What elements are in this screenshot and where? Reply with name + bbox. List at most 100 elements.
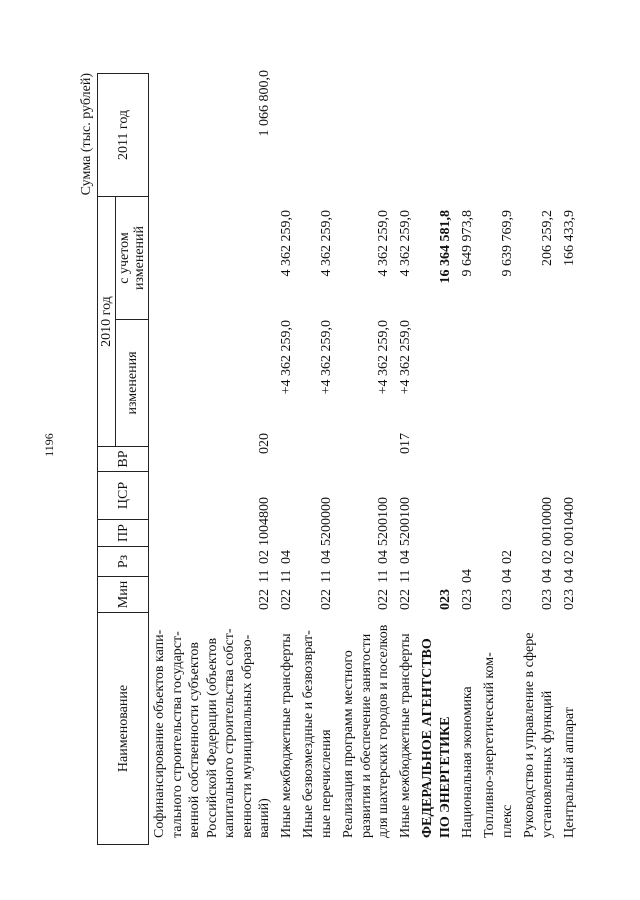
code-vr: 020	[257, 433, 272, 454]
amount-changes: +4 362 259,0	[398, 320, 414, 395]
header-changes: изменения	[115, 319, 149, 447]
amount-changes: +4 362 259,0	[318, 320, 334, 395]
code-min: 022	[376, 589, 392, 610]
code-csr: 0010000	[539, 497, 555, 546]
code-csr: 0010400	[561, 497, 577, 546]
amount-with-changes: 206 259,2	[539, 210, 555, 266]
row-name-line: для шахтерских городов и поселков	[376, 624, 392, 838]
table-row: Иные безвозмездные и безвозврат-ные пере…	[300, 0, 335, 900]
code-min: 022	[257, 589, 272, 610]
row-name-line: установленных функций	[539, 690, 555, 838]
row-name-line: развития и обеспечение занятости	[358, 633, 374, 838]
code-rz: 04	[499, 569, 515, 583]
code-min: 022	[318, 589, 334, 610]
amount-changes: +4 362 259,0	[279, 320, 295, 395]
header-vr: ВР	[97, 446, 149, 472]
row-name-line: Реализация программ местного	[341, 650, 357, 838]
code-min: 023	[460, 589, 476, 610]
row-name: Иные межбюджетные трансферты	[278, 598, 296, 838]
header-min: Мин	[97, 576, 149, 613]
code-pr: 04	[376, 550, 392, 564]
row-name-line: венной собственности субъектов	[187, 641, 202, 838]
header-pr: ПР	[97, 519, 149, 547]
amount-with-changes: 4 362 259,0	[376, 210, 392, 277]
code-pr: 04	[398, 550, 414, 564]
header-csr: ЦСР	[97, 471, 149, 520]
row-name-line: венности муниципальных образо-	[239, 634, 255, 838]
code-pr: 02	[257, 550, 272, 564]
code-min: 022	[279, 589, 295, 610]
row-name-line: Иные межбюджетные трансферты	[398, 633, 414, 838]
row-name: Реализация программ местного развития и о…	[340, 598, 393, 838]
row-name-line: Топливно-энергетический ком-	[482, 652, 498, 838]
row-name-line: ФЕДЕРАЛЬНОЕ АГЕНТСТВО	[420, 638, 436, 838]
code-rz: 04	[460, 569, 476, 583]
code-rz: 11	[318, 569, 334, 583]
amount-2011: 1 066 800,0	[257, 70, 272, 137]
row-name-line: тального строительства государст-	[169, 631, 185, 838]
code-pr: 04	[318, 550, 334, 564]
row-name: Национальная экономика	[459, 598, 477, 838]
code-pr: 02	[499, 550, 515, 564]
page-number: 1196	[42, 433, 56, 457]
header-name: Наименование	[97, 612, 149, 845]
table-row: Руководство и управление в сфере установл…	[521, 0, 556, 900]
amount-with-changes: 4 362 259,0	[318, 210, 334, 277]
table-row: Софинансирование объектов капи-тального …	[151, 0, 274, 900]
header-rz: Рз	[97, 546, 149, 577]
row-name-line: капитального строительства собст-	[222, 628, 237, 839]
code-min: 023	[437, 589, 453, 610]
row-name-line: ные перечисления	[318, 729, 334, 838]
code-rz: 04	[561, 569, 577, 583]
table-row: Центральный аппарат 023 04 02 0010400 166 433…	[561, 0, 579, 900]
header-with-changes: с учетом изменений	[115, 196, 149, 320]
units-caption: Сумма (тыс. рублей)	[79, 73, 94, 196]
row-name: Топливно-энергетический ком-плекс	[481, 598, 516, 838]
row-name-line: Центральный аппарат	[561, 707, 577, 838]
code-rz: 04	[539, 569, 555, 583]
row-name-line: Руководство и управление в сфере	[522, 632, 537, 838]
table-body: Софинансирование объектов капи-тального …	[151, 0, 583, 900]
row-name-line: ПО ЭНЕРГЕТИКЕ	[437, 716, 453, 838]
row-name: Иные безвозмездные и безвозврат-ные пере…	[300, 598, 335, 838]
code-rz: 11	[398, 569, 414, 583]
code-pr: 02	[561, 550, 577, 564]
row-name-line: плекс	[499, 804, 515, 838]
table-row: ФЕДЕРАЛЬНОЕ АГЕНТСТВО ПО ЭНЕРГЕТИКЕ 023 16 …	[419, 0, 454, 900]
code-csr: 5200100	[376, 497, 392, 546]
row-name-line: ваний)	[257, 798, 272, 838]
table-row: Реализация программ местного развития и о…	[340, 0, 393, 900]
amount-with-changes: 4 362 259,0	[279, 210, 295, 277]
code-rz: 11	[376, 569, 392, 583]
code-rz: 11	[279, 569, 295, 583]
code-min: 023	[561, 589, 577, 610]
code-pr: 04	[279, 550, 295, 564]
row-name-line: Иные безвозмездные и безвозврат-	[301, 630, 317, 838]
code-pr: 02	[539, 550, 555, 564]
code-rz: 11	[257, 569, 272, 583]
table-row: Топливно-энергетический ком-плекс 023 04 02…	[481, 0, 516, 900]
code-min: 022	[398, 589, 414, 610]
row-name: Софинансирование объектов капи-тального …	[151, 598, 274, 839]
row-name: ФЕДЕРАЛЬНОЕ АГЕНТСТВО ПО ЭНЕРГЕТИКЕ	[419, 598, 454, 838]
row-name: Центральный аппарат	[561, 598, 579, 838]
row-name-line: Софинансирование объектов капи-	[152, 629, 167, 838]
row-name-line: Национальная экономика	[460, 686, 476, 838]
amount-with-changes: 16 364 581,8	[437, 210, 453, 284]
amount-with-changes: 166 433,9	[561, 210, 577, 266]
amount-with-changes: 4 362 259,0	[398, 210, 414, 277]
code-csr: 5200100	[398, 497, 414, 546]
table-row: Иные межбюджетные трансферты 022 11 04 52001…	[397, 0, 415, 900]
row-name-line: Российской Федерации (объектов	[204, 637, 220, 838]
code-csr: 1004800	[257, 497, 272, 546]
amount-with-changes: 9 639 769,9	[499, 210, 515, 277]
table-row: Национальная экономика 023 04 9 649 973,8	[459, 0, 477, 900]
row-name-line: Иные межбюджетные трансферты	[279, 633, 295, 838]
amount-with-changes: 9 649 973,8	[460, 210, 476, 277]
header-2010: 2010 год	[97, 196, 116, 447]
code-min: 023	[539, 589, 555, 610]
table-row: Иные межбюджетные трансферты 022 11 04 +4 36…	[278, 0, 296, 900]
amount-changes: +4 362 259,0	[376, 320, 392, 395]
row-name: Иные межбюджетные трансферты	[397, 598, 415, 838]
